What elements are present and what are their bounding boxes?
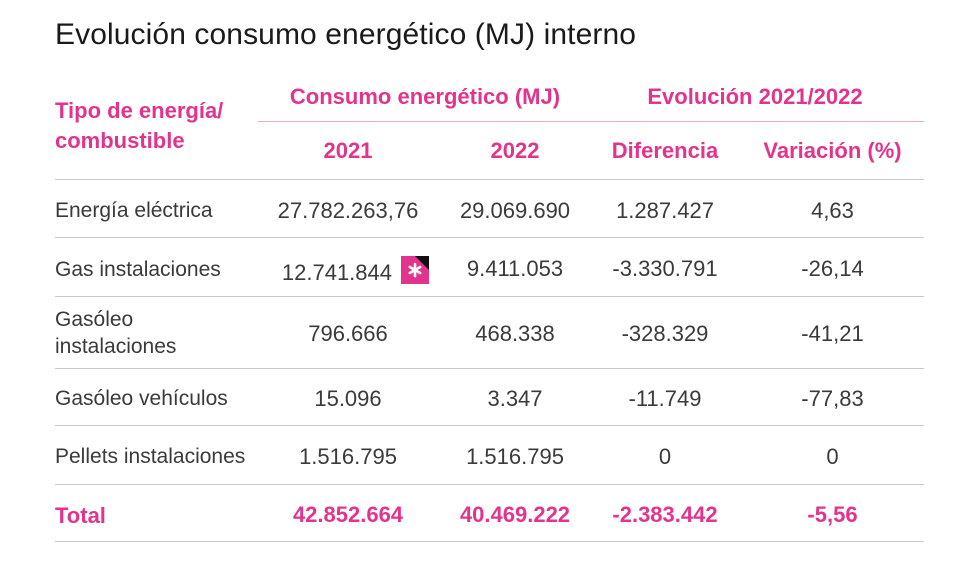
row-label-line2: instalaciones [55, 335, 177, 358]
header-diferencia: Diferencia [611, 138, 719, 163]
total-2021: 42.852.664 [292, 502, 404, 527]
cell-2021: 15.096 [314, 386, 382, 411]
cell-variacion: -77,83 [801, 386, 864, 411]
cell-2021: 27.782.263,76 [277, 198, 419, 223]
row-label: Gasóleo instalaciones [55, 306, 176, 360]
header-2022: 2022 [490, 138, 540, 163]
header-type-column: Tipo de energía/ combustible [55, 96, 223, 156]
cell-2022: 1.516.795 [466, 444, 564, 469]
header-group-evolucion: Evolución 2021/2022 [647, 84, 863, 109]
cell-2021: 796.666 [308, 321, 388, 346]
cell-diferencia: 0 [658, 444, 672, 469]
total-2022: 40.469.222 [459, 502, 571, 527]
cell-2021: 12.741.844 [281, 260, 392, 285]
cell-variacion: 4,63 [811, 198, 854, 223]
row-label-line1: Gasóleo [55, 308, 134, 331]
row-label: Energía eléctrica [55, 199, 213, 222]
header-2021: 2021 [323, 138, 373, 163]
row-label: Pellets instalaciones [55, 445, 246, 468]
cell-diferencia: -328.329 [621, 321, 709, 346]
asterisk-badge-icon [401, 256, 429, 284]
total-diferencia: -2.383.442 [612, 502, 718, 527]
cell-variacion: -41,21 [801, 321, 864, 346]
row-divider [55, 368, 924, 369]
cell-diferencia: 1.287.427 [616, 198, 714, 223]
cell-2022: 9.411.053 [466, 256, 564, 281]
total-variacion: -5,56 [807, 502, 858, 527]
total-label: Total [55, 503, 106, 528]
cell-variacion: 0 [826, 444, 839, 469]
header-type-line2: combustible [55, 128, 185, 153]
cell-2021: 1.516.795 [299, 444, 397, 469]
row-divider [55, 237, 924, 238]
header-type-line1: Tipo de energía/ [55, 98, 224, 123]
cell-variacion: -26,14 [801, 256, 864, 281]
header-variacion: Variación (%) [763, 138, 902, 163]
cell-diferencia: -11.749 [628, 386, 702, 411]
cell-diferencia: -3.330.791 [612, 256, 718, 281]
page-title: Evolución consumo energético (MJ) intern… [55, 18, 637, 51]
row-divider [55, 296, 924, 297]
table-bottom-divider [55, 541, 924, 542]
row-divider [55, 484, 924, 485]
row-divider [55, 425, 924, 426]
row-label: Gasóleo vehículos [55, 387, 228, 410]
cell-2022: 468.338 [475, 321, 555, 346]
cell-2022: 3.347 [487, 386, 543, 411]
header-group-divider [258, 121, 924, 122]
row-label: Gas instalaciones [55, 258, 221, 281]
cell-2022: 29.069.690 [459, 198, 571, 223]
header-divider [55, 179, 924, 180]
header-group-consumo: Consumo energético (MJ) [289, 84, 561, 109]
